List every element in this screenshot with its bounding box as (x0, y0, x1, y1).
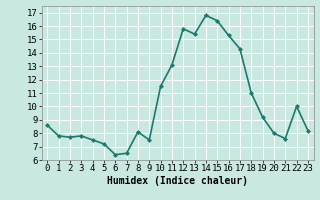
X-axis label: Humidex (Indice chaleur): Humidex (Indice chaleur) (107, 176, 248, 186)
